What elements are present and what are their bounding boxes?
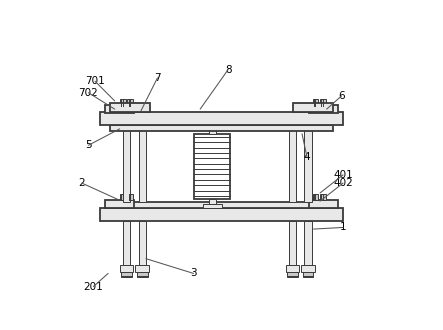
Bar	[209, 199, 216, 204]
Bar	[312, 99, 319, 106]
Text: 701: 701	[85, 76, 105, 86]
Bar	[137, 272, 148, 278]
Bar	[320, 194, 326, 201]
Text: 201: 201	[83, 281, 103, 292]
Bar	[127, 99, 133, 106]
Bar	[303, 272, 313, 278]
Bar	[136, 265, 149, 272]
Bar	[301, 265, 315, 272]
Bar	[100, 208, 343, 221]
Bar	[304, 130, 311, 202]
Bar	[293, 103, 333, 113]
Bar	[121, 272, 132, 278]
Text: 401: 401	[333, 170, 353, 180]
Text: 7: 7	[154, 73, 161, 83]
Bar	[309, 105, 338, 113]
Bar	[286, 265, 299, 272]
Bar	[127, 194, 133, 201]
Bar	[287, 272, 298, 278]
Text: 702: 702	[78, 88, 98, 98]
Bar	[320, 99, 326, 106]
Bar	[120, 194, 125, 201]
Bar	[120, 265, 133, 272]
Text: 2: 2	[78, 178, 85, 188]
Text: 8: 8	[225, 65, 231, 75]
Bar	[120, 99, 125, 106]
Bar	[110, 103, 150, 113]
Bar	[110, 202, 333, 208]
Bar	[123, 221, 130, 265]
Bar	[139, 130, 146, 202]
Bar	[123, 130, 130, 202]
Text: 1: 1	[340, 222, 346, 232]
Bar	[203, 126, 222, 129]
Bar	[105, 105, 134, 113]
Bar	[100, 113, 343, 125]
Bar	[312, 194, 319, 201]
Bar	[139, 221, 146, 265]
Bar	[304, 221, 311, 265]
Bar	[110, 125, 333, 131]
Bar	[194, 134, 230, 199]
Bar	[105, 200, 134, 208]
Bar	[203, 204, 222, 208]
Text: 402: 402	[333, 178, 353, 188]
Text: 3: 3	[190, 268, 197, 279]
Bar	[289, 221, 296, 265]
Text: 4: 4	[303, 152, 310, 162]
Bar	[289, 130, 296, 202]
Text: 5: 5	[85, 140, 92, 150]
Bar	[209, 128, 216, 134]
Text: 6: 6	[338, 91, 345, 101]
Bar	[309, 200, 338, 208]
